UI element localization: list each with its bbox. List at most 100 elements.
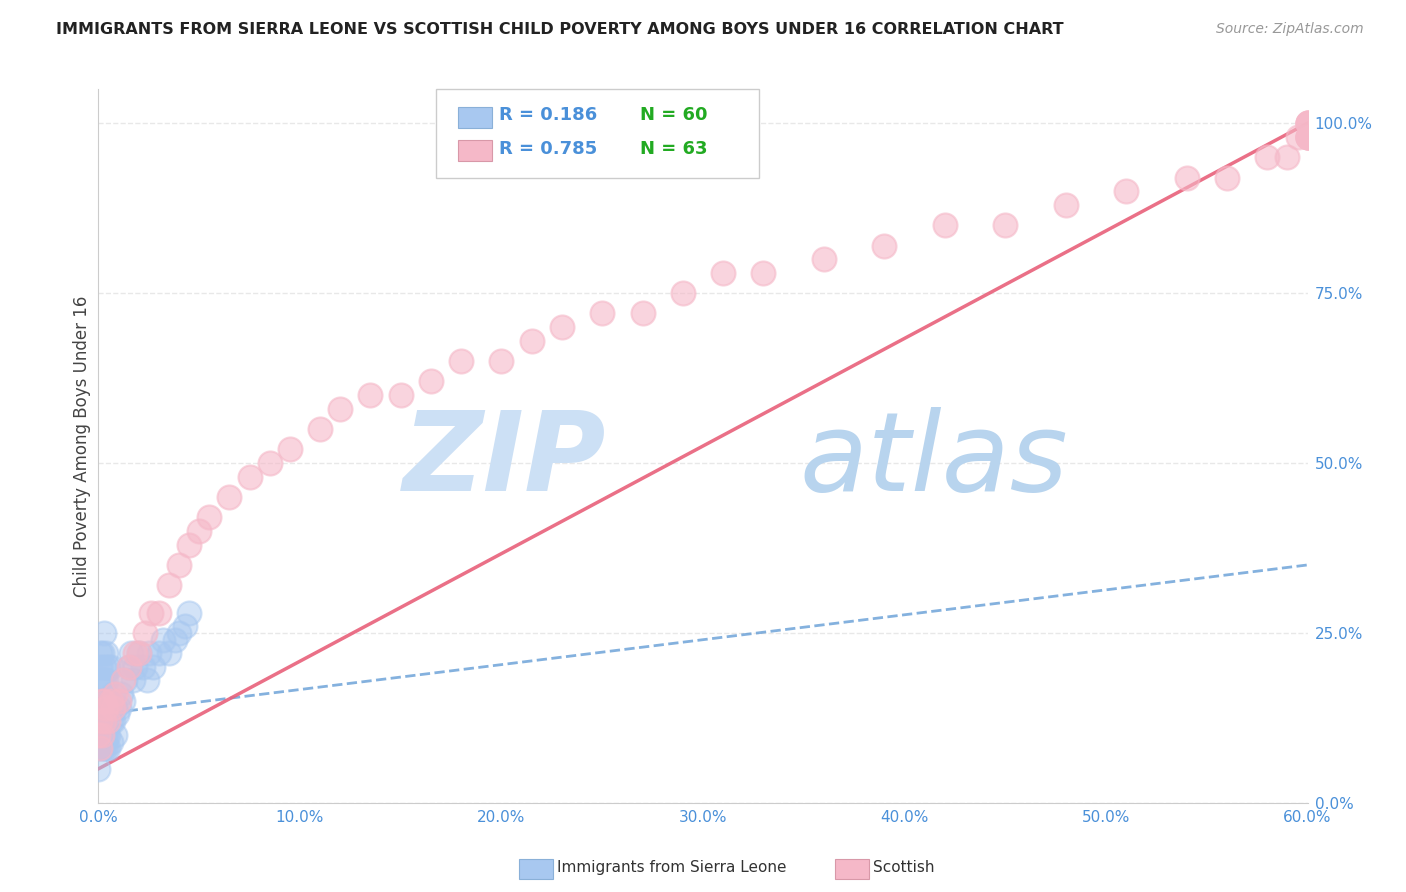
- Point: [139, 606, 162, 620]
- Point: [711, 266, 734, 280]
- Text: N = 60: N = 60: [640, 106, 707, 124]
- Point: [89, 660, 111, 674]
- Point: [142, 660, 165, 674]
- Text: IMMIGRANTS FROM SIERRA LEONE VS SCOTTISH CHILD POVERTY AMONG BOYS UNDER 16 CORRE: IMMIGRANTS FROM SIERRA LEONE VS SCOTTISH…: [56, 22, 1064, 37]
- Point: [1286, 129, 1309, 144]
- Point: [420, 375, 443, 389]
- Point: [100, 734, 122, 748]
- Point: [672, 286, 695, 301]
- Point: [103, 728, 125, 742]
- Point: [97, 660, 120, 674]
- Point: [813, 252, 835, 266]
- Point: [96, 728, 118, 742]
- Point: [114, 673, 136, 688]
- Point: [752, 266, 775, 280]
- Point: [1277, 150, 1299, 164]
- Text: Source: ZipAtlas.com: Source: ZipAtlas.com: [1216, 22, 1364, 37]
- Point: [239, 469, 262, 483]
- Point: [107, 694, 129, 708]
- Point: [148, 646, 170, 660]
- Point: [97, 728, 120, 742]
- Point: [157, 578, 180, 592]
- Point: [93, 626, 115, 640]
- Point: [121, 673, 143, 688]
- Point: [93, 741, 115, 756]
- Y-axis label: Child Poverty Among Boys Under 16: Child Poverty Among Boys Under 16: [73, 295, 91, 597]
- Point: [93, 714, 115, 729]
- Point: [100, 714, 122, 729]
- Point: [1256, 150, 1278, 164]
- Point: [218, 490, 240, 504]
- Point: [1296, 129, 1319, 144]
- Text: atlas: atlas: [800, 407, 1069, 514]
- Point: [491, 354, 513, 368]
- Point: [1296, 116, 1319, 130]
- Text: Immigrants from Sierra Leone: Immigrants from Sierra Leone: [557, 860, 786, 874]
- Point: [1216, 170, 1239, 185]
- Point: [91, 694, 114, 708]
- Point: [110, 687, 132, 701]
- Point: [118, 660, 141, 674]
- Point: [591, 306, 613, 320]
- Point: [91, 728, 114, 742]
- Point: [101, 714, 124, 729]
- Point: [1296, 116, 1319, 130]
- Text: R = 0.785: R = 0.785: [499, 140, 598, 158]
- Point: [934, 218, 956, 232]
- Point: [148, 606, 170, 620]
- Point: [97, 741, 120, 756]
- Point: [105, 707, 128, 722]
- Point: [93, 714, 115, 729]
- Point: [89, 728, 111, 742]
- Point: [1115, 184, 1137, 198]
- Point: [100, 660, 122, 674]
- Point: [631, 306, 654, 320]
- Text: ZIP: ZIP: [402, 407, 606, 514]
- Point: [91, 714, 114, 729]
- Point: [96, 707, 118, 722]
- Point: [89, 741, 111, 756]
- Point: [278, 442, 301, 457]
- Point: [87, 728, 110, 742]
- Point: [89, 694, 111, 708]
- Point: [198, 510, 221, 524]
- Point: [93, 694, 115, 708]
- Point: [551, 320, 574, 334]
- Point: [111, 673, 134, 688]
- Point: [389, 388, 412, 402]
- Point: [96, 646, 118, 660]
- Point: [97, 714, 120, 729]
- Text: N = 63: N = 63: [640, 140, 707, 158]
- Point: [100, 694, 122, 708]
- Point: [103, 700, 125, 714]
- Point: [873, 238, 896, 252]
- Point: [128, 646, 150, 660]
- Point: [124, 646, 146, 660]
- Point: [167, 626, 190, 640]
- Point: [188, 524, 211, 538]
- Point: [91, 673, 114, 688]
- Point: [157, 646, 180, 660]
- Point: [96, 700, 118, 714]
- Point: [87, 741, 110, 756]
- Point: [163, 632, 186, 647]
- Point: [91, 741, 114, 756]
- Point: [450, 354, 472, 368]
- Point: [329, 401, 352, 416]
- Point: [360, 388, 382, 402]
- Point: [1296, 129, 1319, 144]
- Point: [179, 537, 201, 551]
- Point: [124, 660, 146, 674]
- Point: [107, 700, 129, 714]
- Point: [89, 646, 111, 660]
- Point: [96, 673, 118, 688]
- Point: [1296, 129, 1319, 144]
- Point: [1175, 170, 1198, 185]
- Point: [101, 687, 124, 701]
- Point: [520, 334, 543, 348]
- Point: [89, 714, 111, 729]
- Point: [994, 218, 1017, 232]
- Point: [103, 687, 125, 701]
- Point: [120, 646, 142, 660]
- Point: [93, 728, 115, 742]
